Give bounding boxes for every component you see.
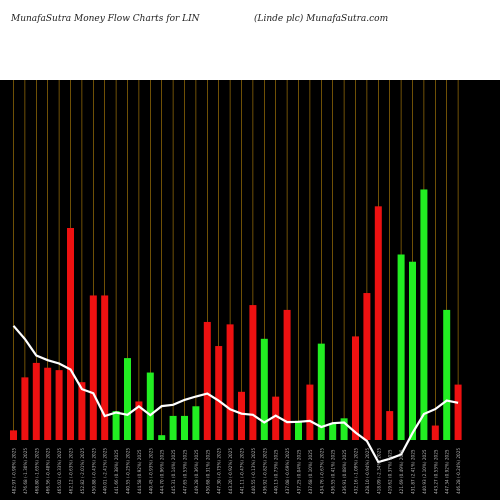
x-tick-label: 434.76 (-0.67%) 2025	[319, 448, 324, 494]
flow-bar	[249, 305, 257, 440]
x-tick-label: 443.20 (-0.92%) 2025	[228, 448, 233, 494]
x-tick-label: 450.68 (0.31%) 2025	[205, 449, 210, 494]
x-tick-label: 465.02 (-0.33%) 2025	[57, 448, 62, 494]
flow-bar	[226, 324, 234, 440]
x-tick-label: 431.87 (2.41%) 2025	[411, 449, 416, 494]
x-tick-label: 462.12 (-0.63%) 2025	[69, 448, 74, 494]
x-tick-label: 440.55 (-0.13%) 2025	[251, 448, 256, 494]
flow-bar	[55, 370, 63, 440]
x-tick-label: 432.16 (-1.09%) 2025	[354, 448, 359, 494]
x-tick-label: 476.68 (-1.30%) 2025	[23, 448, 28, 494]
x-tick-label: 444.58 (0.92%) 2025	[137, 449, 142, 494]
flow-bar	[386, 411, 394, 440]
x-tick-label: 440.01 (-2.41%) 2025	[103, 448, 108, 494]
flow-bar	[329, 423, 337, 440]
x-tick-label: 437.68 (0.10%) 2025	[308, 449, 313, 494]
flow-bar	[260, 338, 268, 440]
flow-bar	[420, 189, 428, 440]
flow-bar	[317, 343, 325, 440]
x-tick-label: 437.25 (0.04%) 2025	[297, 449, 302, 494]
x-tick-label: 466.56 (-0.48%) 2025	[46, 448, 51, 494]
flow-bar	[112, 411, 120, 440]
x-tick-label: 440.13 (0.73%) 2025	[274, 449, 279, 494]
flow-bar	[454, 384, 462, 440]
x-tick-label: 419.62 (0.37%) 2025	[388, 449, 393, 494]
flow-bar	[397, 254, 405, 440]
x-tick-label: 443.27 (0.53%) 2025	[433, 449, 438, 494]
flow-bar	[352, 336, 359, 440]
x-tick-label: 452.82 (-2.01%) 2025	[80, 448, 85, 494]
chart-title: MunafaSutra Money Flow Charts for LIN	[11, 14, 200, 24]
flow-bar	[89, 295, 97, 440]
flow-bar	[203, 321, 211, 440]
x-tick-label: 436.55 (0.41%) 2025	[331, 449, 336, 494]
flow-bar	[431, 425, 439, 440]
x-tick-label: 450.88 (-0.43%) 2025	[91, 448, 96, 494]
x-tick-label: 444.70 (0.96%) 2025	[160, 449, 165, 494]
flow-bar	[306, 384, 314, 440]
flow-bar	[272, 396, 280, 440]
flow-bar	[409, 261, 416, 440]
x-tick-label: 428.10 (-0.94%) 2025	[365, 448, 370, 494]
flow-bar	[158, 435, 166, 440]
x-tick-label: 440.55 (-0.25%) 2025	[126, 448, 131, 494]
x-tick-label: 437.08 (-0.69%) 2025	[285, 448, 290, 494]
chart-site-title: (Linde plc) MunafaSutra.com	[254, 14, 389, 24]
flow-bar	[215, 346, 223, 440]
flow-bar	[295, 420, 302, 440]
price-line	[12, 325, 459, 464]
flow-bar	[21, 377, 29, 440]
x-tick-label: 447.30 (-0.75%) 2025	[217, 448, 222, 494]
flow-bar	[169, 415, 177, 440]
flow-bar	[78, 382, 86, 440]
flow-bar	[10, 430, 17, 440]
x-tick-label: 482.97 (-0.90%) 2025	[12, 448, 17, 494]
x-tick-label: 446.28 (-0.24%) 2025	[456, 448, 461, 494]
flow-bar	[363, 293, 371, 440]
x-tick-label: 447.34 (0.92%) 2025	[445, 449, 450, 494]
x-tick-label: 440.93 (2.10%) 2025	[422, 449, 427, 494]
flow-bar	[238, 391, 245, 440]
flow-bar	[146, 372, 154, 440]
flow-bar	[443, 309, 451, 440]
x-tick-label: 441.66 (0.38%) 2025	[114, 449, 119, 494]
flow-bar	[67, 228, 74, 440]
x-tick-label: 440.45 (-0.93%) 2025	[148, 448, 153, 494]
flow-bar	[135, 401, 143, 440]
flow-bar	[101, 295, 109, 440]
x-tick-label: 436.91 (0.08%) 2025	[342, 449, 347, 494]
x-tick-label: 447.65 (0.53%) 2025	[183, 449, 188, 494]
flow-bars	[10, 189, 462, 440]
x-tick-label: 449.28 (0.36%) 2025	[194, 449, 199, 494]
x-tick-label: 436.92 (-0.82%) 2025	[262, 448, 267, 494]
x-tick-label: 418.09 (-2.34%) 2025	[376, 448, 381, 494]
flow-bar	[181, 415, 188, 440]
x-tick-label: 445.31 (0.14%) 2025	[171, 449, 176, 494]
flow-bar	[283, 309, 291, 440]
x-tick-label: 441.11 (-0.47%) 2025	[240, 448, 245, 494]
flow-bar	[374, 206, 382, 440]
flow-bar	[340, 418, 348, 440]
x-tick-label: 468.80 (-1.65%) 2025	[34, 448, 39, 494]
flow-bar	[44, 367, 52, 440]
flow-bar	[124, 358, 131, 440]
x-tick-label: 421.69 (0.49%) 2025	[399, 449, 404, 494]
flow-bar	[32, 362, 40, 440]
flow-bar	[192, 406, 200, 440]
x-tick-labels: 482.97 (-0.90%) 2025 476.68 (-1.30%) 2025…	[12, 448, 462, 494]
chart-header: MunafaSutra Money Flow Charts for LIN (L…	[0, 0, 500, 80]
